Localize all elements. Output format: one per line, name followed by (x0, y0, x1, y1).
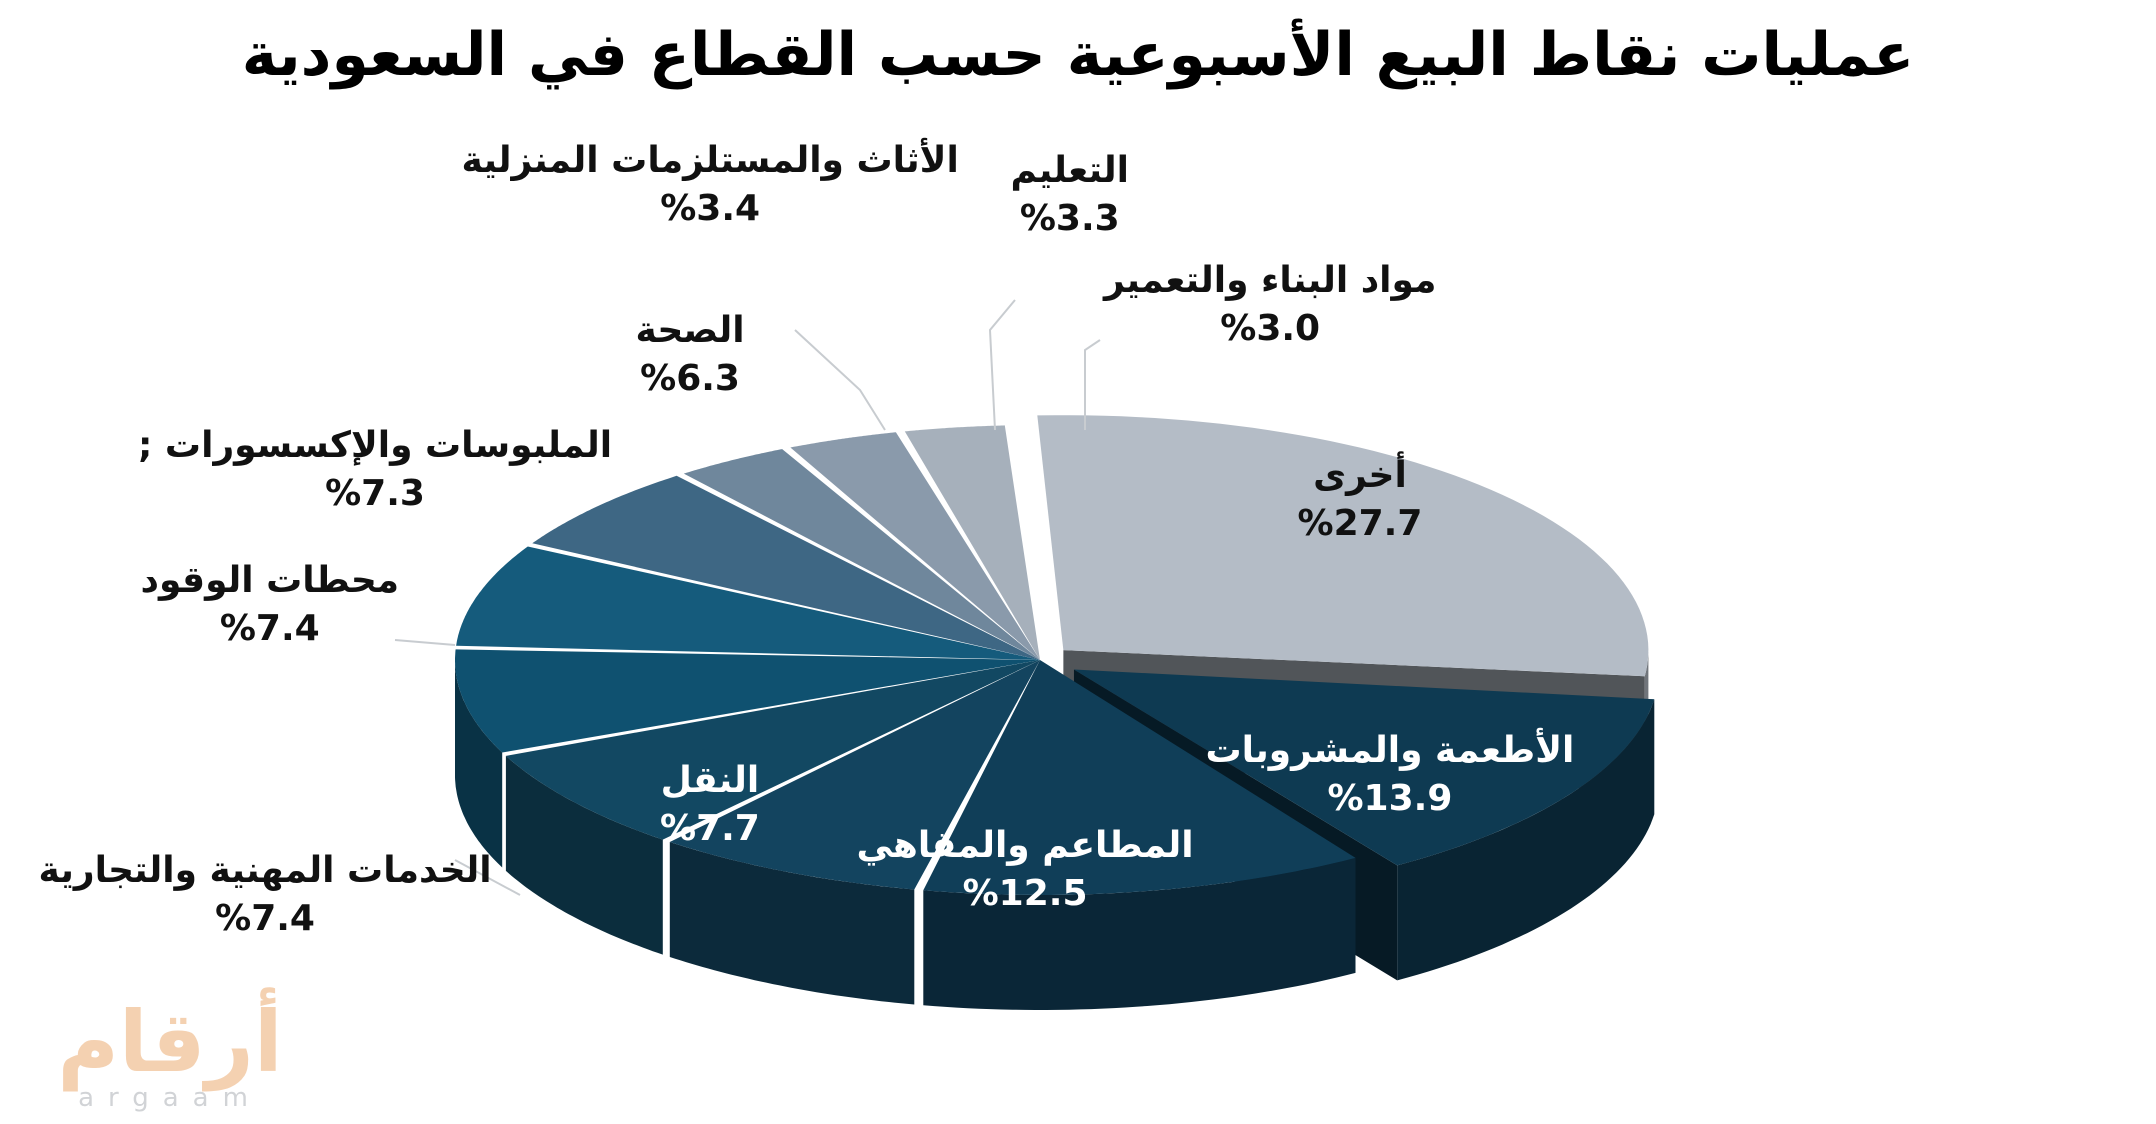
slice-label-name: النقل (660, 760, 760, 801)
slice-side-2 (923, 857, 1356, 1010)
watermark-latin: argaam (78, 1083, 262, 1113)
slice-label-1: الأطعمة والمشروبات %13.9 (1206, 727, 1575, 823)
slice-label-2: المطاعم والمقاهي %12.5 (857, 822, 1194, 918)
slice-side-3 (669, 842, 915, 1005)
slice-label-10: مواد البناء والتعمير %3.0 (1104, 257, 1436, 353)
slice-side-1 (1397, 699, 1655, 981)
slice-label-4: الخدمات المهنية والتجارية %7.4 (39, 847, 492, 943)
leader-line-5 (394, 639, 456, 646)
chart-title: عمليات نقاط البيع الأسبوعية حسب القطاع ف… (241, 20, 1915, 90)
slice-label-9: التعليم %3.3 (1011, 147, 1130, 243)
slice-top-4 (505, 660, 1040, 840)
leader-line-4 (454, 859, 521, 896)
slice-side-5 (455, 660, 503, 868)
slice-label-name: الصحة (635, 310, 745, 351)
slice-label-value: %7.7 (660, 808, 760, 849)
slice-top-1 (1073, 669, 1655, 866)
slice-label-5: محطات الوقود %7.4 (141, 557, 400, 653)
slice-label-name: أخرى (1313, 455, 1407, 496)
slice-label-value: %3.0 (1220, 308, 1321, 349)
slice-label-7: الصحة %6.3 (636, 307, 745, 403)
slice-label-value: %7.4 (219, 608, 320, 649)
slice-top-7 (532, 475, 1040, 660)
leader-line-9 (988, 299, 1016, 431)
slice-label-value: %7.3 (325, 473, 425, 514)
slice-label-value: %13.9 (1327, 778, 1453, 819)
slice-top-5 (455, 649, 1040, 753)
slice-label-name: الخدمات المهنية والتجارية (38, 850, 492, 891)
slice-label-name: مواد البناء والتعمير (1104, 260, 1437, 301)
slice-top-2 (923, 660, 1356, 895)
slice-top-10 (904, 425, 1040, 660)
slice-top-9 (790, 432, 1040, 660)
watermark-arabic: أرقام (57, 993, 283, 1091)
slice-label-value: %3.3 (1019, 198, 1120, 239)
slice-side-4 (505, 755, 663, 955)
slice-label-8: الأثاث والمستلزمات المنزلية %3.4 (462, 137, 959, 233)
argaam-watermark: أرقام argaam (10, 997, 340, 1115)
slice-label-0: أخرى %27.7 (1298, 452, 1423, 548)
slice-top-8 (683, 449, 1040, 660)
slice-label-name: المطاعم والمقاهي (856, 825, 1194, 866)
slice-label-6: الملبوسات والإكسسورات ; %7.3 (138, 422, 612, 518)
slice-label-value: %7.4 (215, 898, 315, 939)
slice-label-name: الأطعمة والمشروبات (1205, 730, 1575, 771)
slice-label-3: النقل %7.7 (660, 757, 760, 853)
leader-line-8 (794, 329, 886, 431)
slice-label-name: الأثاث والمستلزمات المنزلية (461, 140, 959, 181)
slice-label-name: محطات الوقود (140, 560, 400, 601)
slice-label-name: الملبوسات والإكسسورات ; (138, 425, 613, 466)
slice-label-value: %12.5 (962, 873, 1088, 914)
slice-label-name: التعليم (1010, 150, 1130, 191)
slice-top-3 (669, 660, 1040, 890)
slice-label-value: %6.3 (640, 358, 740, 399)
leader-lines (394, 299, 1101, 896)
slice-label-value: %27.7 (1297, 503, 1423, 544)
slice-label-value: %3.4 (660, 188, 761, 229)
pie-tops (455, 415, 1655, 895)
slice-top-6 (456, 546, 1041, 660)
slice-top-0 (1037, 415, 1649, 677)
leader-line-10 (1084, 339, 1101, 430)
